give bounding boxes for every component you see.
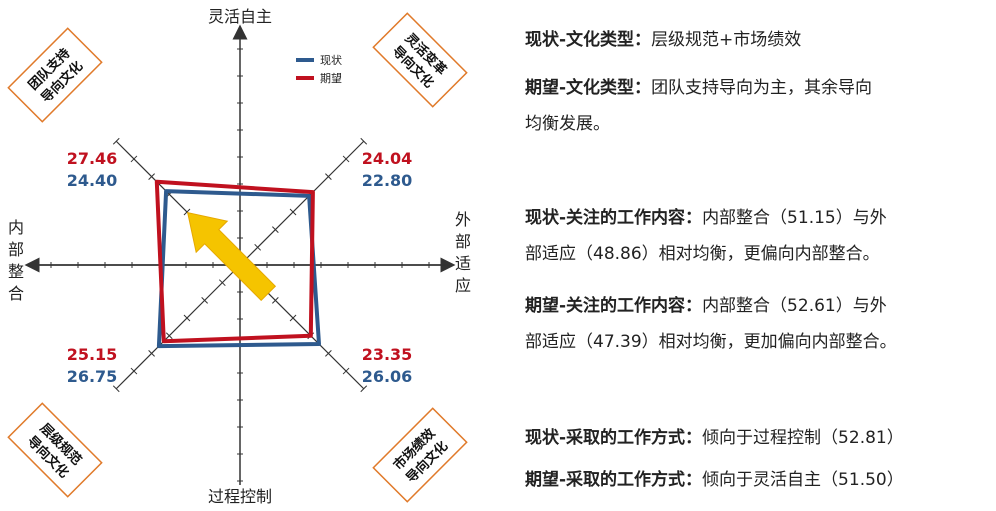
- axis-label-right-char: 外: [455, 210, 471, 229]
- diagonal-tick-top_left: [112, 137, 120, 145]
- text-line-5: 现状-采取的工作方式：倾向于过程控制（52.81）: [525, 426, 904, 450]
- value-label-current-top_left: 24.40: [67, 171, 118, 190]
- diagonal-tick-top_right: [254, 243, 262, 251]
- text-line-2-label: 期望-文化类型：: [525, 78, 652, 98]
- diagonal-tick-bottom_right: [325, 350, 332, 357]
- text-line-6-body: 倾向于灵活自主（51.50）: [702, 470, 904, 490]
- text-line-4-label: 期望-关注的工作内容：: [525, 296, 703, 316]
- diagonal-tick-bottom_left: [218, 279, 226, 287]
- text-line-1-body: 层级规范+市场绩效: [651, 30, 802, 50]
- diagonal-tick-bottom_right: [272, 297, 279, 304]
- value-label-expected-bottom_right: 23.35: [362, 345, 413, 364]
- diagonal-tick-bottom_left: [130, 367, 138, 375]
- value-label-current-bottom_right: 26.06: [362, 367, 413, 386]
- text-line-3-label: 现状-关注的工作内容：: [525, 208, 703, 228]
- text-line-3-body: 内部整合（51.15）与外: [702, 208, 887, 228]
- value-label-expected-top_left: 27.46: [67, 149, 118, 168]
- text-line-2-cont: 均衡发展。: [525, 114, 610, 134]
- text-line-4-body: 内部整合（52.61）与外: [702, 296, 887, 316]
- diagonal-axis-bottom_left: [115, 264, 241, 390]
- diagonal-tick-bottom_right: [360, 385, 368, 393]
- trend-arrow: [187, 212, 277, 302]
- value-label-current-bottom_left: 26.75: [67, 367, 118, 386]
- diagonal-tick-top_right: [360, 137, 368, 145]
- diagonal-tick-bottom_left: [183, 314, 191, 322]
- value-label-expected-top_right: 24.04: [362, 149, 413, 168]
- diagonal-tick-bottom_left: [112, 385, 120, 393]
- diagonal-tick-top_right: [325, 173, 332, 180]
- text-line-1: 现状-文化类型：层级规范+市场绩效: [525, 28, 801, 52]
- diagonal-tick-bottom_right: [289, 314, 297, 322]
- text-line-4-cont: 部适应（47.39）相对均衡，更加偏向内部整合。: [525, 332, 897, 352]
- diagonal-tick-top_left: [130, 155, 138, 163]
- diagonal-tick-top_left: [183, 208, 191, 216]
- quadrant-box-border: [372, 407, 468, 503]
- text-line-2-body: 团队支持导向为主，其余导向: [651, 78, 873, 98]
- diagonal-tick-bottom_left: [201, 297, 208, 304]
- series-polygon-1: [154, 179, 315, 344]
- value-label-current-top_right: 22.80: [362, 171, 413, 190]
- text-line-6-label: 期望-采取的工作方式：: [525, 470, 703, 490]
- axis-label-right-char: 部: [455, 232, 471, 251]
- axis-label-right-char: 应: [455, 276, 471, 295]
- quadrant-box-border: [7, 402, 103, 498]
- text-line-2: 期望-文化类型：团队支持导向为主，其余导向 均衡发展。: [525, 76, 872, 136]
- axis-label-left-char: 合: [8, 284, 24, 303]
- text-line-5-body: 倾向于过程控制（52.81）: [702, 428, 904, 448]
- text-line-6: 期望-采取的工作方式：倾向于灵活自主（51.50）: [525, 468, 904, 492]
- diagonal-tick-bottom_left: [165, 332, 173, 340]
- diagonal-tick-top_right: [272, 226, 279, 233]
- radar-chart: 灵活自主过程控制内部整合外部适应团队支持导向文化灵活变革导向文化层级规范导向文化…: [7, 7, 471, 506]
- axis-label-bottom: 过程控制: [208, 487, 272, 506]
- trend-arrow-shape: [187, 212, 277, 302]
- diagonal-tick-bottom_left: [148, 350, 155, 357]
- axis-label-right-char: 适: [455, 254, 471, 273]
- legend-label-0: 现状: [320, 53, 342, 67]
- text-line-1-label: 现状-文化类型：: [525, 30, 652, 50]
- diagonal-tick-top_left: [148, 173, 155, 180]
- axis-label-left-char: 整: [8, 262, 24, 281]
- axis-label-left-char: 部: [8, 240, 24, 259]
- axis-label-left-char: 内: [8, 218, 24, 237]
- value-label-expected-bottom_left: 25.15: [67, 345, 118, 364]
- text-line-4: 期望-关注的工作内容：内部整合（52.61）与外 部适应（47.39）相对均衡，…: [525, 294, 897, 354]
- axis-label-top: 灵活自主: [208, 7, 272, 26]
- diagonal-tick-top_right: [289, 208, 297, 216]
- diagonal-tick-top_right: [342, 155, 350, 163]
- text-line-3: 现状-关注的工作内容：内部整合（51.15）与外 部适应（48.86）相对均衡，…: [525, 206, 887, 266]
- diagonal-axis-top_right: [239, 140, 365, 266]
- quadrant-box-border: [7, 27, 103, 123]
- diagonal-tick-bottom_right: [342, 367, 350, 375]
- legend-label-1: 期望: [320, 72, 342, 85]
- text-line-3-cont: 部适应（48.86）相对均衡，更偏向内部整合。: [525, 244, 880, 264]
- text-line-5-label: 现状-采取的工作方式：: [525, 428, 703, 448]
- quadrant-box-border: [372, 12, 468, 108]
